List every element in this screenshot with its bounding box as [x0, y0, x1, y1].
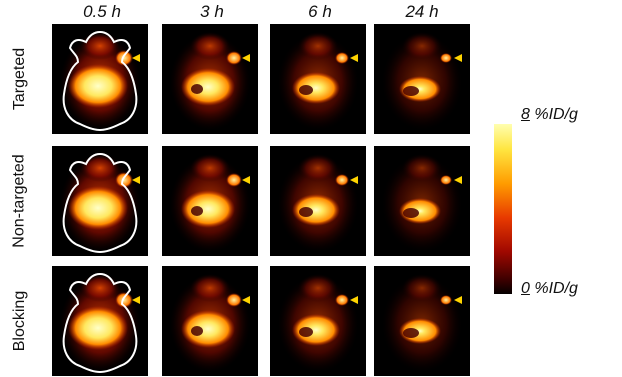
column-label-0-5h: 0.5 h	[83, 2, 121, 21]
pet-image-targeted-6h	[270, 24, 366, 134]
pet-image-blocking-3h	[162, 266, 258, 376]
pet-image-targeted-0-5h	[52, 24, 148, 134]
pet-image-non-targeted-6h	[270, 146, 366, 256]
row-label-non-targeted: Non-targeted	[11, 154, 29, 248]
pet-image-blocking-0-5h	[52, 266, 148, 376]
pet-image-non-targeted-0-5h	[52, 146, 148, 256]
colorbar	[494, 124, 512, 294]
pet-image-non-targeted-24h	[374, 146, 470, 256]
pet-image-blocking-24h	[374, 266, 470, 376]
row-label-blocking: Blocking	[11, 290, 29, 352]
column-label-3h: 3 h	[200, 2, 224, 21]
colorbar-min-label: 0 %ID/g	[521, 280, 578, 297]
colorbar-max-label: 8 %ID/g	[521, 106, 578, 123]
pet-image-targeted-24h	[374, 24, 470, 134]
pet-image-targeted-3h	[162, 24, 258, 134]
pet-image-blocking-6h	[270, 266, 366, 376]
pet-image-non-targeted-3h	[162, 146, 258, 256]
column-label-24h: 24 h	[405, 2, 439, 21]
row-label-targeted: Targeted	[11, 47, 29, 111]
column-label-6h: 6 h	[308, 2, 332, 21]
